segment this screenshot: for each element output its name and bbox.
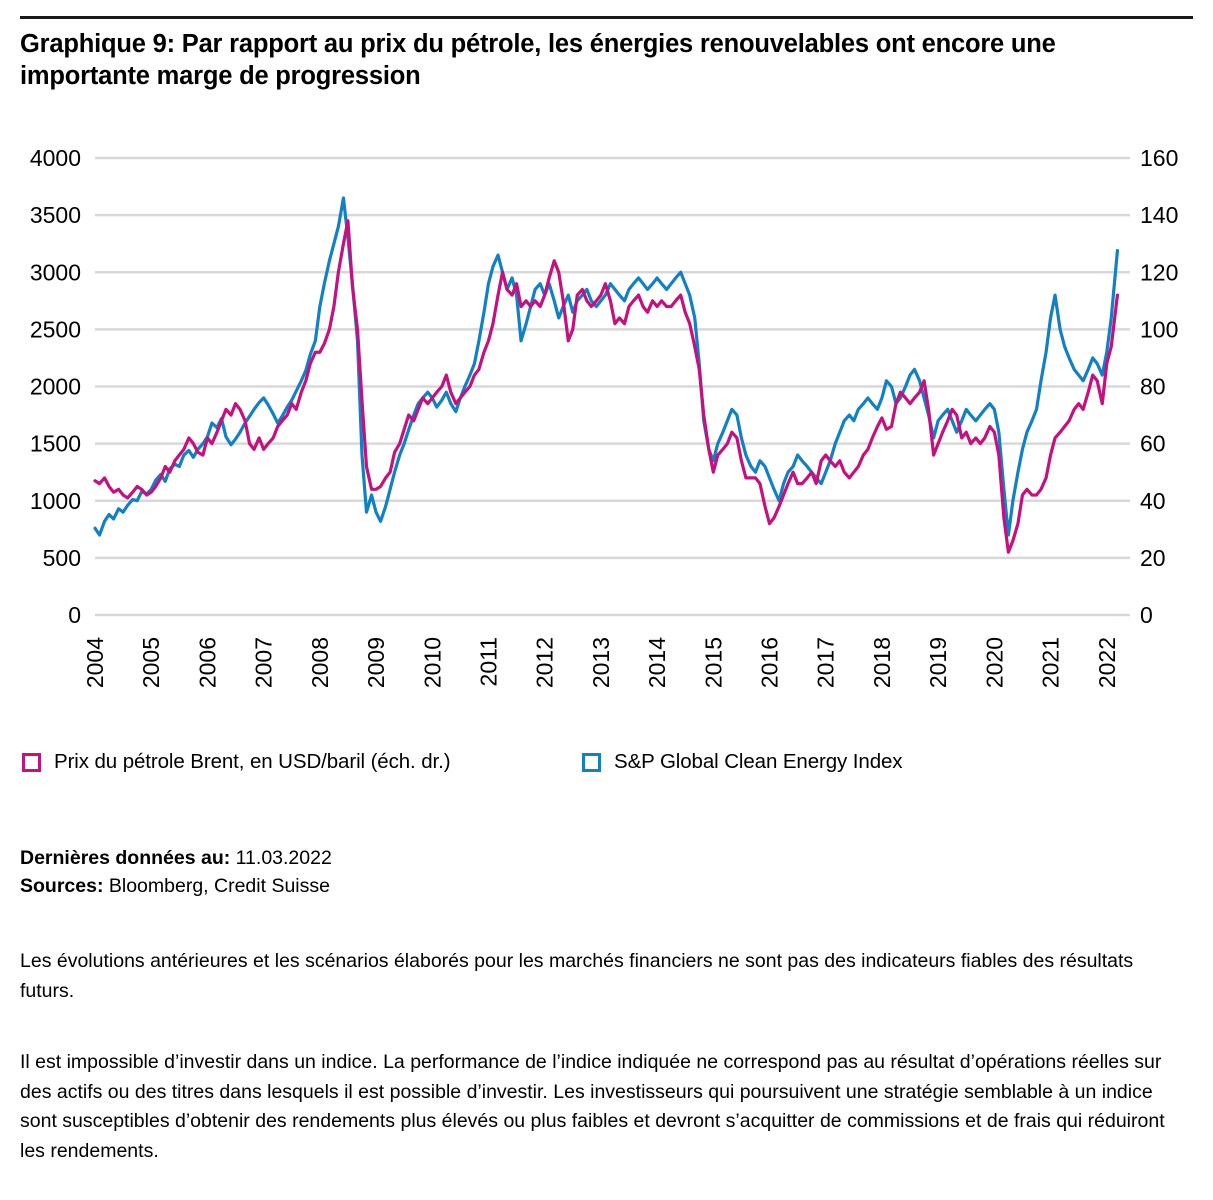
x-axis-tick: 2005 [138,637,164,688]
x-axis-tick: 2021 [1038,637,1064,688]
legend-item-clean-energy[interactable]: S&P Global Clean Energy Index [582,750,903,774]
left-axis-tick: 1500 [30,431,81,457]
left-axis-tick: 0 [68,602,81,628]
last-data-label: Dernières données au: [20,847,231,869]
x-axis-tick: 2006 [194,637,220,688]
legend-swatch-brent [22,752,41,772]
x-axis-tick: 2019 [925,637,951,688]
x-axis-tick: 2011 [475,637,501,686]
last-data-row: Dernières données au: 11.03.2022 [20,845,332,873]
chart-plot-area: 0 500 1000 1500 2000 2500 3000 3500 4000 0 20 40 60… [0,130,1213,730]
right-axis-tick: 60 [1140,431,1166,457]
x-axis-tick: 2014 [644,637,670,688]
x-axis-tick: 2015 [700,637,726,688]
sources-label: Sources: [20,874,104,897]
disclaimer-past-performance: Les évolutions antérieures et les scénar… [20,950,1134,1002]
right-axis-tick: 80 [1140,374,1166,400]
x-axis-tick: 2017 [813,637,839,688]
chart-gridlines [95,156,1118,617]
x-axis-tick: 2018 [869,637,895,688]
x-axis-tick: 2013 [588,637,614,688]
right-axis-tick: 140 [1140,202,1178,228]
right-axis-tick: 40 [1140,488,1166,514]
left-axis-tick: 500 [43,545,81,571]
legend-label-brent: Prix du pétrole Brent, en USD/baril (éch… [54,750,451,773]
left-axis-tick: 4000 [30,145,81,171]
x-axis-tick: 2010 [419,637,445,688]
x-axis-tick: 2012 [532,637,558,688]
legend-label-clean-energy: S&P Global Clean Energy Index [614,750,903,773]
x-axis-tick: 2009 [363,637,389,688]
x-axis-tick: 2016 [757,637,783,688]
right-axis-tick: 100 [1140,316,1178,342]
x-axis-tick-labels: 2004 2005 2006 2007 2008 2009 2010 2011 2012 2013… [82,637,1120,688]
chart-legend: Prix du pétrole Brent, en USD/baril (éch… [20,750,1180,790]
x-axis-tick: 2008 [307,637,333,688]
series-line [93,219,1120,554]
left-axis-tick-labels: 0 500 1000 1500 2000 2500 3000 3500 4000 [30,145,81,628]
sources-value: Bloomberg, Credit Suisse [108,874,330,897]
series-line [93,196,1120,537]
right-axis-tick: 0 [1140,602,1153,628]
x-axis-tick: 2022 [1094,637,1120,688]
right-axis-tick: 20 [1140,545,1166,571]
page-title: Graphique 9: Par rapport au prix du pétr… [20,30,1056,91]
right-axis-tick-labels: 0 20 40 60 80 100 120 140 160 [1118,145,1178,628]
last-data-value: 11.03.2022 [235,847,332,869]
x-axis-tick: 2004 [82,637,108,688]
left-axis-tick: 2000 [30,374,81,400]
left-axis-tick: 3000 [30,259,81,285]
top-divider-rule [20,16,1193,19]
disclaimer-index-investing: Il est impossible d’investir dans un ind… [20,1051,1165,1162]
sources-row: Sources: Bloomberg, Credit Suisse [20,873,332,901]
left-axis-tick: 3500 [30,202,81,228]
chart-svg: 0 500 1000 1500 2000 2500 3000 3500 4000 0 20 40 60… [30,145,1179,688]
chart-metadata: Dernières données au: 11.03.2022 Sources… [20,845,332,900]
right-axis-tick: 120 [1140,259,1178,285]
legend-item-brent[interactable]: Prix du pétrole Brent, en USD/baril (éch… [22,750,451,774]
left-axis-tick: 1000 [30,488,81,514]
chart-series-lines [93,196,1120,554]
x-axis-tick: 2020 [981,637,1007,688]
left-axis-tick: 2500 [30,316,81,342]
right-axis-tick: 160 [1140,145,1178,171]
x-axis-tick: 2007 [251,637,277,688]
legend-swatch-clean-energy [582,752,601,772]
